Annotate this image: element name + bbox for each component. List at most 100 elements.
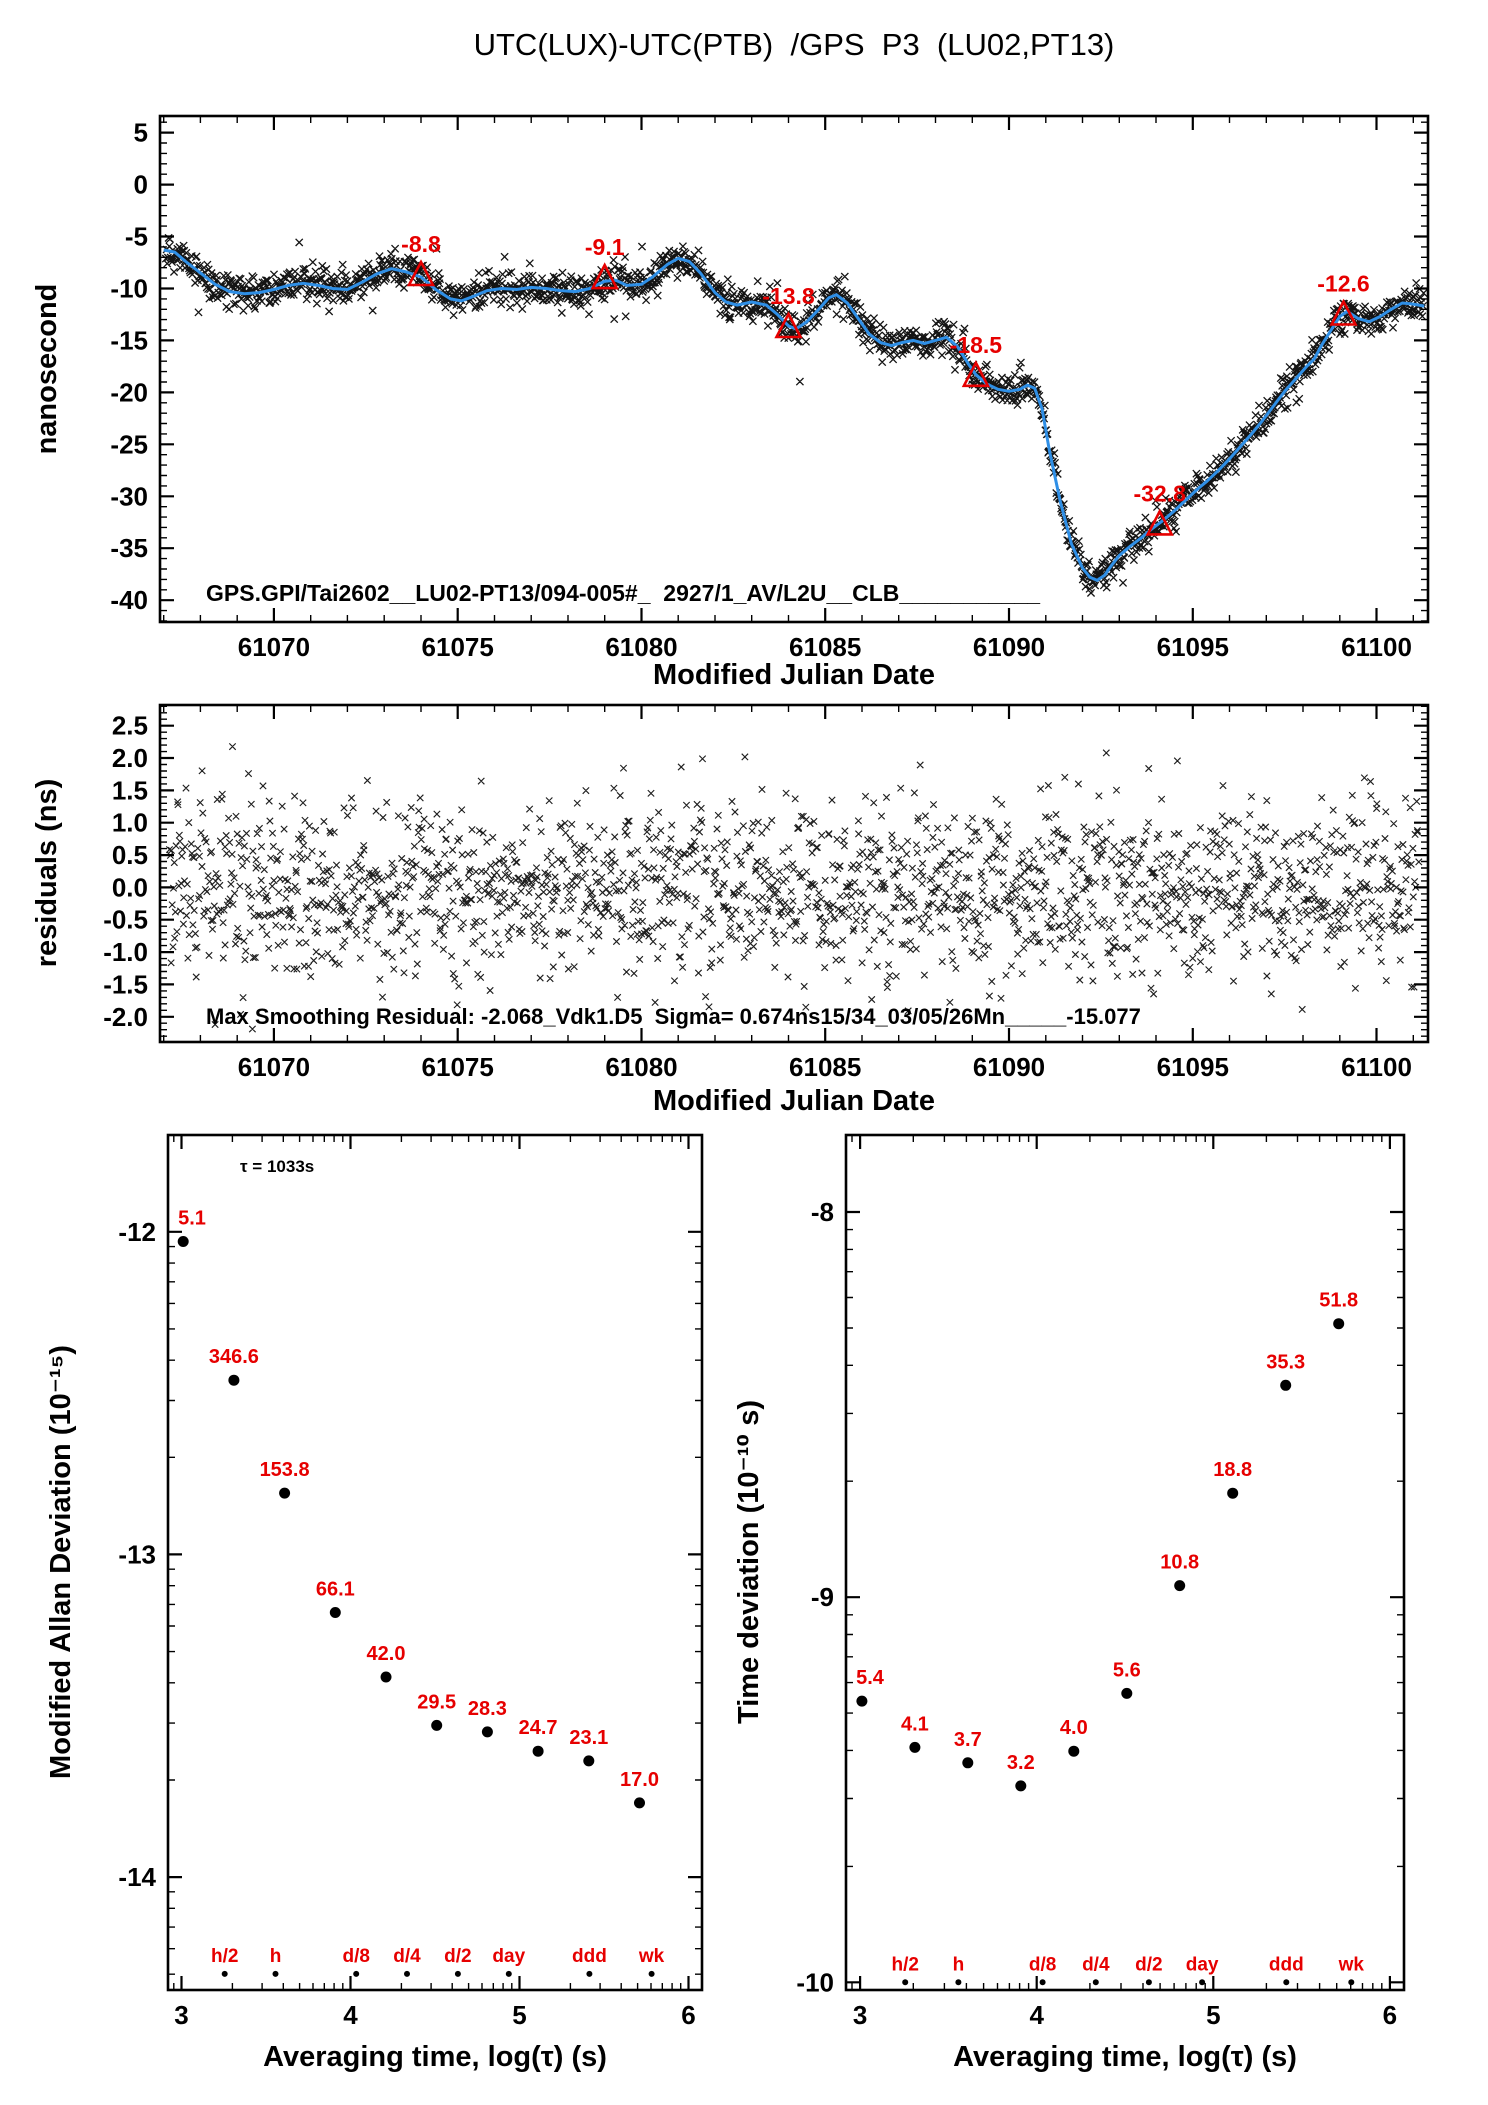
tdev-y-axis-label: Time deviation (10⁻¹⁰ s) [733,1400,765,1724]
x-tick-label: 61085 [789,1052,861,1082]
major-ticks [168,1135,702,1990]
x-tick-label: 61075 [422,1052,494,1082]
x-tick-label: 61080 [605,1052,677,1082]
time-constant-marker [955,1979,962,1986]
minor-ticks [160,705,1428,1042]
time-constant-marker [648,1970,655,1977]
deviation-value-label: 66.1 [316,1579,355,1601]
deviation-value-label: 29.5 [417,1691,456,1713]
y-tick-label: 0.0 [112,872,148,902]
x-tick-label: 61090 [973,632,1045,662]
y-tick-label: 5 [134,118,148,148]
deviation-point [1227,1487,1239,1499]
y-tick-label: -1.5 [103,969,148,999]
y-tick-label: -10 [796,1967,834,1997]
mdev-panel: 3 4 5 6 -12 -13 -14 5.1 346.6 153.8 66.1 42.0 29.5 28… [45,1133,704,2073]
time-constant-label: ddd [1269,1954,1304,1975]
residuals-annotation: Max Smoothing Residual: -2.068_Vdk1.D5 S… [206,1004,1141,1029]
deviation-point [177,1236,189,1247]
y-tick-label: -0.5 [103,905,148,935]
phase-panel: 61070 61075 61080 61085 61090 61095 61100 5 0 -5 -… [31,114,1430,691]
x-tick-label: 61090 [973,1052,1045,1082]
major-ticks [846,1135,1404,1990]
time-constant-label: day [492,1946,525,1967]
deviation-point [1015,1780,1027,1792]
deviation-point [1121,1687,1133,1699]
calibration-value-label: -12.6 [1317,271,1369,297]
calibration-triangle [406,259,436,287]
calibration-value-label: -32.8 [1133,480,1186,506]
x-tick-label: 5 [512,2000,526,2030]
deviation-value-label: 153.8 [260,1459,310,1481]
calibration-triangle [1329,298,1358,326]
calibration-value-label: -13.8 [762,283,815,309]
deviation-value-label: 5.4 [856,1667,885,1689]
deviation-value-label: 5.1 [178,1208,206,1230]
time-constant-label: day [1186,1954,1219,1975]
x-tick-label: 61080 [605,632,677,662]
deviation-value-label: 3.7 [954,1729,982,1751]
y-tick-label: -9 [811,1582,834,1612]
tdev-plot-area: 3 4 5 6 -8 -9 -10 5.4 4.1 3.7 3.2 4.0 5.6 10.8 18.8 35.… [796,1133,1406,2030]
x-tick-label: 61070 [238,1052,310,1082]
y-tick-label: -15 [110,325,148,355]
deviation-point [532,1745,544,1757]
calibration-value-label: -8.8 [401,231,441,257]
time-constant-label: d/8 [1029,1954,1056,1975]
deviation-point [583,1755,595,1767]
plot-frame [158,114,1430,624]
time-constant-marker [221,1970,228,1977]
minor-ticks [846,1135,1404,1990]
deviation-value-label: 5.6 [1113,1659,1141,1681]
x-tick-label: 61085 [789,632,861,662]
y-tick-label: -20 [110,377,148,407]
x-tick-label: 5 [1206,2000,1220,2030]
x-tick-label: 3 [853,2000,867,2030]
minor-ticks [160,116,1428,622]
deviation-value-label: 23.1 [569,1727,608,1749]
x-tick-label: 61070 [238,632,310,662]
y-tick-label: -25 [110,429,148,459]
y-tick-label: -10 [110,274,148,304]
phase-y-axis-label: nanosecond [31,284,63,455]
time-constant-label: h [953,1954,965,1975]
mdev-x-axis-label: Averaging time, log(τ) (s) [263,2041,607,2073]
x-tick-label: 61075 [422,632,494,662]
calibration-triangle [774,311,803,339]
deviation-point [962,1757,974,1769]
time-constant-label: d/4 [393,1946,421,1967]
deviation-value-label: 4.0 [1060,1717,1088,1739]
minor-ticks [168,1135,702,1990]
phase-plot-area: 61070 61075 61080 61085 61090 61095 61100 5 0 -5 -… [110,114,1430,662]
time-constant-marker [404,1970,410,1977]
deviation-point [634,1797,645,1809]
deviation-value-label: 10.8 [1160,1552,1199,1574]
residuals-panel: 61070 61075 61080 61085 61090 61095 61100 2.52.… [31,703,1430,1117]
y-tick-label: 1.0 [112,808,148,838]
deviation-value-label: 4.1 [901,1713,929,1735]
x-tick-label: 61100 [1341,632,1412,662]
plot-frame [166,1133,704,1992]
x-tick-label: 4 [1029,2000,1044,2030]
time-constant-marker [505,1970,512,1977]
time-constant-label: h/2 [891,1954,918,1975]
mdev-plot-area: 3 4 5 6 -12 -13 -14 5.1 346.6 153.8 66.1 42.0 29.5 28… [118,1133,704,2030]
major-ticks [160,116,1428,622]
time-constant-marker [1199,1979,1206,1986]
y-tick-label: -1.0 [103,937,148,967]
deviation-point [1068,1745,1080,1757]
time-constant-label: h [270,1946,282,1967]
y-tick-label: -5 [125,222,148,252]
time-constant-marker [454,1970,461,1977]
time-constant-marker [586,1970,593,1977]
deviation-point [431,1719,443,1731]
deviation-value-label: 35.3 [1266,1351,1305,1373]
residuals-plot-area: 61070 61075 61080 61085 61090 61095 61100 2.52.… [103,703,1430,1082]
smoothing-line [163,248,1425,582]
deviation-value-label: 51.8 [1319,1290,1358,1312]
time-constant-label: wk [1338,1954,1365,1975]
tdev-panel: 3 4 5 6 -8 -9 -10 5.4 4.1 3.7 3.2 4.0 5.6 10.8 18.8 35.… [733,1133,1406,2073]
time-constant-label: d/4 [1082,1954,1110,1975]
